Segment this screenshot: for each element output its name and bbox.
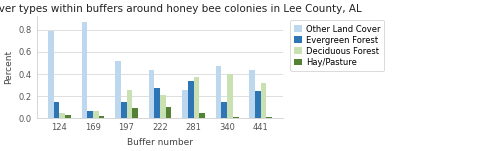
Title: Land cover types within buffers around honey bee colonies in Lee County, AL: Land cover types within buffers around h… [0,4,362,14]
Bar [115,61,121,118]
Bar [188,81,194,118]
Bar [121,102,126,118]
Legend: Other Land Cover, Evergreen Forest, Deciduous Forest, Hay/Pasture: Other Land Cover, Evergreen Forest, Deci… [290,21,384,71]
Bar [182,90,188,118]
Bar [260,83,266,118]
Bar [227,74,233,118]
X-axis label: Buffer number: Buffer number [127,138,193,147]
Bar [88,111,93,118]
Bar [48,31,54,118]
Bar [233,117,238,118]
Bar [216,66,222,118]
Bar [54,102,60,118]
Bar [154,88,160,118]
Bar [93,111,98,118]
Bar [148,70,154,118]
Bar [250,70,255,118]
Bar [126,90,132,118]
Bar [255,91,260,118]
Bar [160,95,166,118]
Bar [266,117,272,118]
Bar [98,116,104,118]
Bar [60,113,65,118]
Bar [82,22,87,118]
Bar [166,107,172,118]
Bar [132,108,138,118]
Bar [65,115,71,118]
Bar [194,77,200,118]
Y-axis label: Percent: Percent [4,50,13,84]
Bar [222,102,227,118]
Bar [200,113,205,118]
